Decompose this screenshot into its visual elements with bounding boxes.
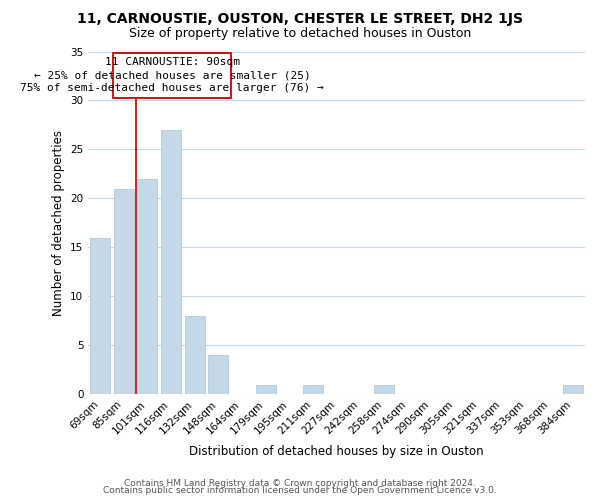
Bar	[185, 316, 205, 394]
Bar	[113, 188, 134, 394]
Text: Size of property relative to detached houses in Ouston: Size of property relative to detached ho…	[129, 28, 471, 40]
Text: ← 25% of detached houses are smaller (25): ← 25% of detached houses are smaller (25…	[34, 70, 311, 80]
Y-axis label: Number of detached properties: Number of detached properties	[52, 130, 65, 316]
Bar	[137, 179, 157, 394]
FancyBboxPatch shape	[113, 54, 232, 98]
Bar	[90, 238, 110, 394]
Text: 11 CARNOUSTIE: 90sqm: 11 CARNOUSTIE: 90sqm	[105, 58, 240, 68]
Bar	[208, 356, 229, 395]
Bar	[256, 384, 276, 394]
Bar	[374, 384, 394, 394]
Text: Contains public sector information licensed under the Open Government Licence v3: Contains public sector information licen…	[103, 486, 497, 495]
Text: 75% of semi-detached houses are larger (76) →: 75% of semi-detached houses are larger (…	[20, 83, 324, 93]
Bar	[563, 384, 583, 394]
Text: 11, CARNOUSTIE, OUSTON, CHESTER LE STREET, DH2 1JS: 11, CARNOUSTIE, OUSTON, CHESTER LE STREE…	[77, 12, 523, 26]
Bar	[303, 384, 323, 394]
X-axis label: Distribution of detached houses by size in Ouston: Distribution of detached houses by size …	[190, 444, 484, 458]
Bar	[161, 130, 181, 394]
Text: Contains HM Land Registry data © Crown copyright and database right 2024.: Contains HM Land Registry data © Crown c…	[124, 478, 476, 488]
